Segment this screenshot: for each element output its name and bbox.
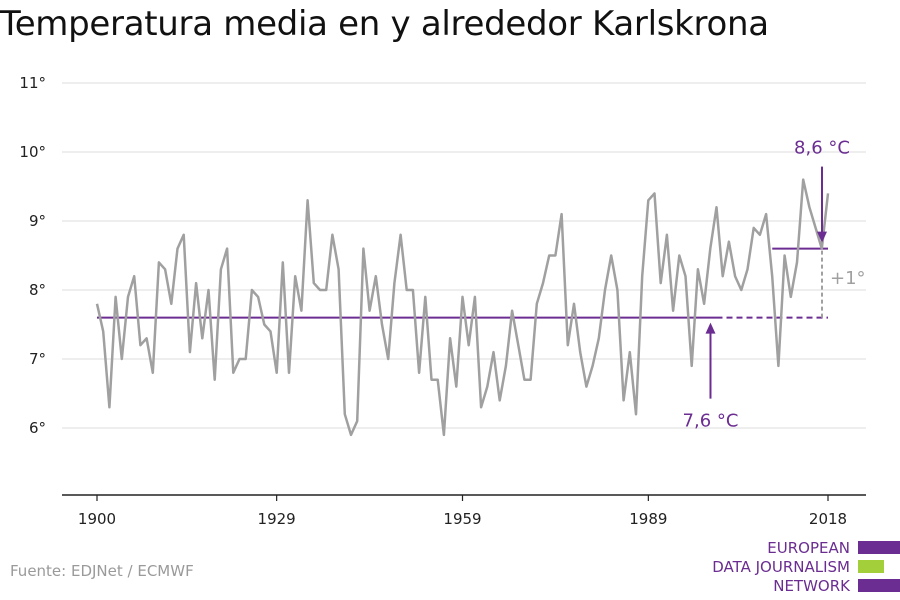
axis-layer: 6° 7° 8° 9° 10° 11° 1900 1929 1959 1989 2018: [19, 74, 866, 528]
y-tick-label: 8°: [29, 281, 46, 299]
x-tick-label: 1959: [443, 510, 481, 528]
series-layer: [95, 178, 830, 437]
logo-bar-green: [858, 560, 884, 573]
recent-value-label: 8,6 °C: [794, 138, 850, 159]
recent-arrow-head: [817, 231, 827, 243]
logo-bar-purple-top: [858, 541, 900, 554]
y-tick-label: 9°: [29, 212, 46, 230]
baseline-arrow-head: [705, 322, 716, 334]
logo-line-1: EUROPEAN: [767, 539, 850, 557]
x-tick-label: 1989: [629, 510, 667, 528]
chart-title: Temperatura media en y alrededor Karlskr…: [0, 4, 769, 44]
temperature-series-line: [95, 178, 830, 437]
difference-label: +1°: [830, 268, 866, 289]
y-tick-label: 11°: [19, 74, 46, 92]
x-tick-label: 2018: [809, 510, 847, 528]
y-tick-label: 7°: [29, 350, 46, 368]
source-note: Fuente: EDJNet / ECMWF: [10, 562, 194, 580]
x-tick-label: 1900: [78, 510, 116, 528]
y-tick-label: 10°: [19, 143, 46, 161]
grid-layer: [62, 82, 866, 429]
annotation-layer: 7,6 °C 8,6 °C +1°: [683, 138, 866, 432]
baseline-value-label: 7,6 °C: [683, 411, 739, 432]
logo-line-2: DATA JOURNALISM: [712, 558, 850, 576]
logo-bar-purple-bottom: [858, 579, 900, 592]
edjnet-logo: EUROPEAN DATA JOURNALISM NETWORK: [700, 538, 900, 600]
x-tick-label: 1929: [258, 510, 296, 528]
y-tick-label: 6°: [29, 419, 46, 437]
logo-line-3: NETWORK: [773, 577, 850, 595]
